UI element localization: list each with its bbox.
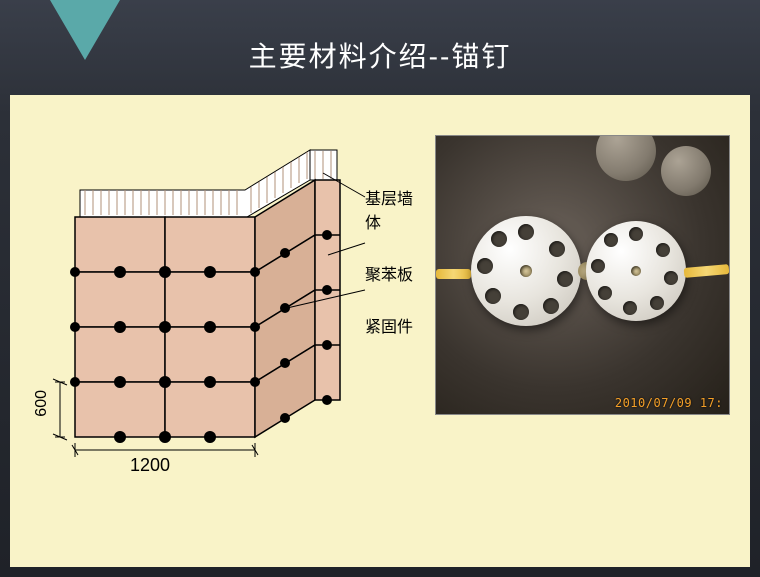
label-wall-base: 基层墙体 (365, 185, 415, 233)
anchor-photo: 2010/07/09 17: (435, 135, 730, 415)
label-text: 紧固件 (365, 313, 413, 337)
photo-timestamp: 2010/07/09 17: (615, 396, 723, 410)
slide-container: 主要材料介绍--锚钉 (0, 0, 760, 577)
plug-stem-icon (684, 264, 729, 278)
diagram-svg (35, 135, 415, 495)
dimension-height: 600 (33, 390, 51, 417)
label-eps-board: 聚苯板 (365, 261, 415, 285)
diagram-labels: 基层墙体 聚苯板 紧固件 (365, 185, 415, 365)
plug-stem-icon (436, 269, 471, 279)
dimension-width: 1200 (130, 455, 170, 476)
label-text: 基层墙体 (365, 185, 415, 233)
anchor-disc-icon (471, 216, 581, 326)
dim-w-value: 1200 (130, 455, 170, 475)
photo-content: 2010/07/09 17: (436, 136, 729, 414)
content-area: 基层墙体 聚苯板 紧固件 600 1200 (10, 95, 750, 567)
label-text: 聚苯板 (365, 261, 413, 285)
accent-triangle (50, 0, 120, 60)
bg-disc-icon (661, 146, 711, 196)
wall-diagram: 基层墙体 聚苯板 紧固件 600 1200 (35, 135, 415, 475)
anchor-disc-icon (586, 221, 686, 321)
eps-board (75, 180, 340, 437)
bg-disc-icon (596, 136, 656, 181)
label-fastener: 紧固件 (365, 313, 415, 337)
dim-h-value: 600 (33, 390, 50, 417)
